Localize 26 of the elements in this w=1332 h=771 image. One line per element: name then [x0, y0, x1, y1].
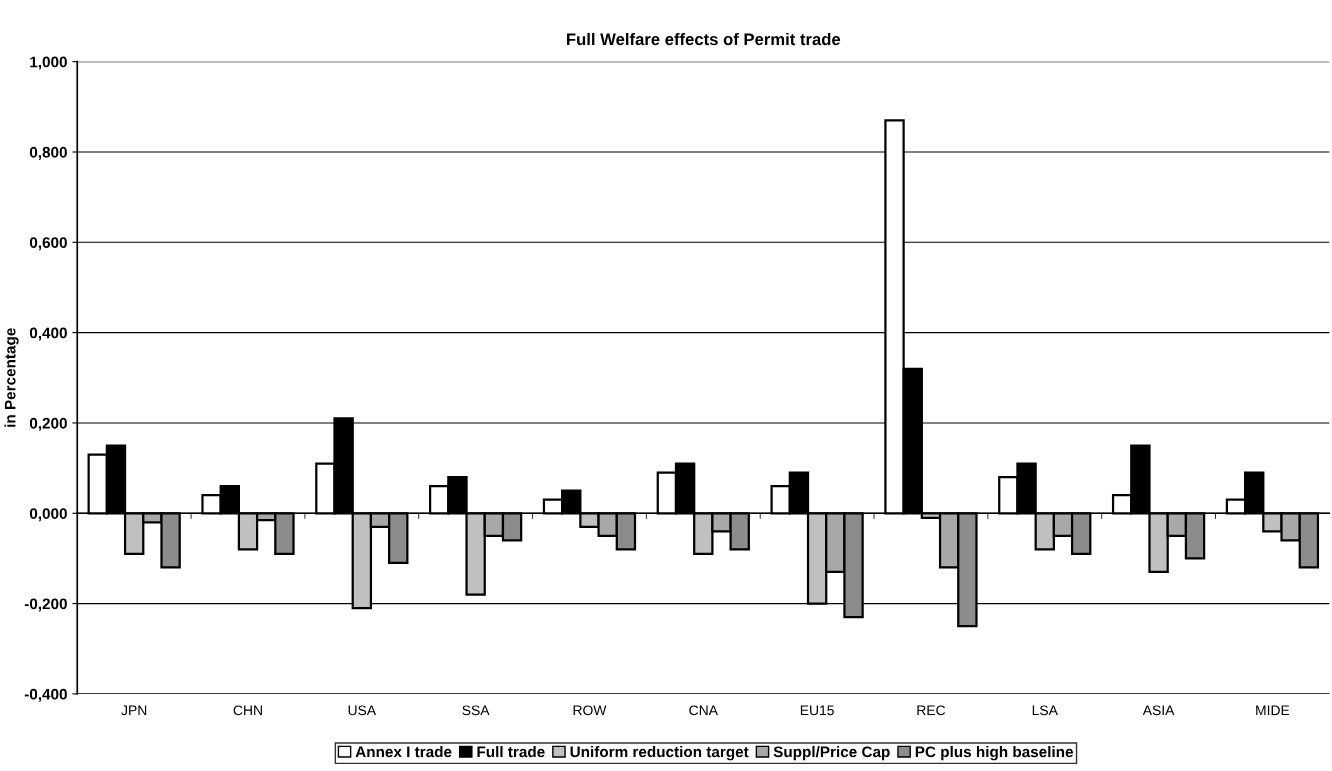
legend-label: PC plus high baseline: [915, 746, 1073, 761]
y-tick-label: 1,000: [30, 56, 67, 70]
legend-label: Full trade: [477, 746, 545, 758]
x-tick-label: ASIA: [1142, 705, 1175, 716]
y-tick-label: 0,600: [29, 237, 67, 251]
y-axis-title: in Percentage: [4, 328, 19, 427]
legend-label: Uniform reduction target: [570, 746, 749, 761]
chart-title: Full Welfare effects of Permit trade: [567, 32, 841, 46]
y-tick-label: 0,000: [29, 508, 67, 522]
y-tick-label: -0,400: [24, 688, 67, 702]
x-tick-label: CNA: [689, 705, 718, 716]
y-tick-label: 0,400: [29, 327, 67, 341]
x-tick-label: ROW: [573, 705, 607, 716]
x-tick-label: MIDE: [1256, 705, 1290, 716]
x-tick-label: JPN: [121, 705, 147, 716]
x-tick-label: EU15: [800, 705, 834, 716]
x-tick-label: LSA: [1032, 705, 1058, 716]
x-tick-label: USA: [348, 705, 377, 716]
x-tick-label: SSA: [462, 705, 490, 716]
y-tick-label: 0,800: [29, 146, 67, 160]
y-tick-label: -0,200: [24, 598, 67, 612]
x-tick-label: REC: [917, 705, 946, 716]
x-tick-label: CHN: [233, 705, 262, 716]
legend-label: Suppl/Price Cap: [773, 746, 890, 761]
y-tick-label: 0,200: [29, 417, 67, 431]
legend-label: Annex I trade: [355, 746, 452, 758]
